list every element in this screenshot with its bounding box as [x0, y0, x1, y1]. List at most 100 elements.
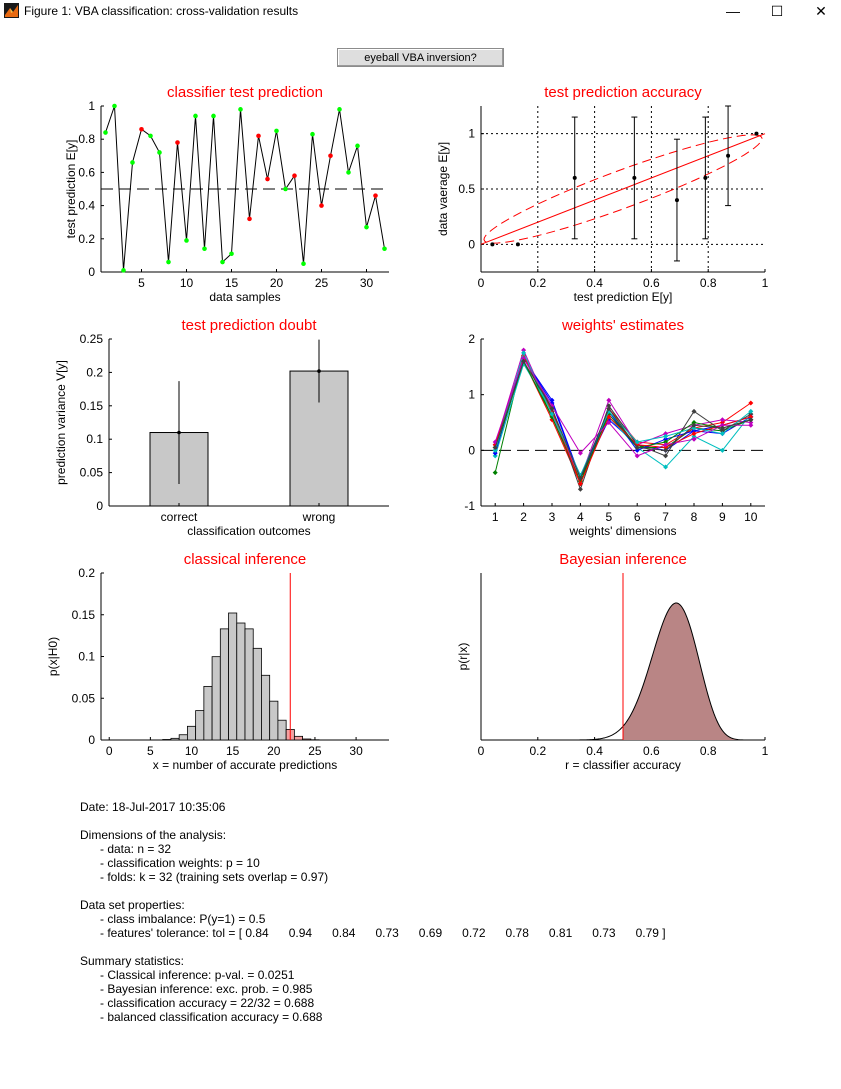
- weights-point: [606, 403, 612, 409]
- report-dataset-heading: Data set properties:: [80, 898, 185, 912]
- weights-point: [748, 408, 754, 414]
- weights-series-line: [494, 359, 751, 483]
- accuracy-ylabel: data vaerage E[y]: [436, 142, 450, 236]
- prediction-point: [112, 103, 117, 109]
- weights-point: [748, 417, 754, 423]
- fit-line: [480, 133, 766, 245]
- classical-x-tick-label: 5: [147, 744, 154, 758]
- bayesian-x-tick-label: 0.2: [529, 744, 546, 758]
- classical-y-tick-label: 0: [88, 733, 95, 747]
- classical-x-tick-label: 25: [308, 744, 322, 758]
- weights-point: [606, 397, 612, 403]
- weights-x-tick-label: 1: [492, 510, 499, 524]
- weights-point: [748, 422, 754, 428]
- posterior-excess-area: [623, 603, 765, 740]
- doubt-mean-point: [317, 369, 321, 373]
- report-tolerance: - features' tolerance: tol = [ 0.84 0.94…: [100, 926, 666, 940]
- report-date: Date: 18-Jul-2017 10:35:06: [80, 800, 226, 814]
- weights-point: [748, 400, 754, 406]
- doubt-title: test prediction doubt: [181, 317, 317, 334]
- classical-ylabel: p(x|H0): [46, 637, 60, 676]
- weights-series-line: [494, 362, 752, 477]
- null-distribution-bar: [261, 674, 271, 741]
- classical-x-tick-label: 10: [185, 744, 199, 758]
- weights-point: [691, 428, 697, 434]
- test-prediction-x-tick-label: 15: [225, 276, 239, 290]
- weights-point: [719, 422, 725, 428]
- classical-x-tick-label: 15: [226, 744, 240, 758]
- weights-x-tick-label: 7: [662, 510, 669, 524]
- test-prediction-y-tick-label: 0.8: [78, 132, 95, 146]
- report-dimensions-heading: Dimensions of the analysis:: [80, 828, 227, 842]
- close-icon[interactable]: ✕: [815, 3, 827, 19]
- accuracy-point: [515, 242, 520, 247]
- test-prediction-title: classifier test prediction: [167, 84, 323, 101]
- weights-point: [663, 447, 669, 453]
- weights-y-tick-label: -1: [464, 499, 475, 513]
- weights-x-tick-label: 4: [577, 510, 584, 524]
- test-prediction-x-tick-label: 25: [315, 276, 329, 290]
- test-prediction-chart: classifier test prediction 5 10 15 20 25 30 0 0.…: [64, 84, 389, 304]
- null-distribution-bar: [211, 656, 221, 741]
- prediction-point: [256, 133, 261, 139]
- prediction-point: [283, 186, 288, 192]
- prediction-point: [265, 176, 270, 182]
- accuracy-point: [572, 175, 577, 180]
- weights-series-line: [494, 357, 751, 457]
- prediction-point: [301, 261, 306, 267]
- null-distribution-bar: [178, 734, 188, 741]
- weights-point: [663, 453, 669, 459]
- test-prediction-y-tick-label: 0.6: [78, 165, 95, 179]
- accuracy-x-tick-label: 0.6: [643, 276, 660, 290]
- prediction-point: [355, 143, 360, 149]
- prediction-point: [247, 216, 252, 222]
- prediction-point: [274, 128, 279, 134]
- weights-x-tick-label: 10: [744, 510, 758, 524]
- prediction-line: [105, 105, 385, 271]
- report-dim-weights: - classification weights: p = 10: [100, 856, 260, 870]
- test-prediction-x-tick-label: 10: [180, 276, 194, 290]
- null-distribution-bar: [162, 739, 172, 741]
- weights-point: [577, 475, 583, 481]
- test-prediction-y-tick-label: 0.4: [78, 199, 95, 213]
- prediction-point: [292, 173, 297, 179]
- prediction-point: [139, 126, 144, 132]
- classical-y-tick-label: 0.1: [78, 650, 95, 664]
- prediction-point: [157, 150, 162, 155]
- weights-point: [719, 425, 725, 431]
- weights-point: [492, 470, 498, 476]
- weights-point: [691, 420, 697, 425]
- accuracy-xlabel: test prediction E[y]: [574, 290, 673, 304]
- prediction-point: [175, 140, 180, 145]
- null-distribution-bar: [252, 647, 262, 741]
- weights-point: [492, 445, 498, 451]
- weights-point: [634, 439, 640, 445]
- test-prediction-x-tick-label: 5: [138, 276, 145, 290]
- bayesian-chart: Bayesian inference 0 0.2 0.4 0.6 0.8 1 r = clas…: [456, 551, 769, 772]
- doubt-xlabel: classification outcomes: [187, 524, 310, 538]
- minimize-icon[interactable]: —: [726, 3, 740, 19]
- prediction-point: [337, 107, 342, 112]
- accuracy-y-tick-label: 0: [468, 237, 475, 251]
- test-prediction-ylabel: test prediction E[y]: [64, 140, 78, 239]
- doubt-y-tick-label: 0.25: [80, 332, 104, 346]
- weights-point: [492, 447, 498, 453]
- weights-x-tick-label: 3: [549, 510, 556, 524]
- null-distribution-bar: [302, 738, 312, 741]
- classical-y-tick-label: 0.15: [72, 608, 96, 622]
- weights-chart: weights' estimates 1 2 3 4 5 6 7 8 9 10 -1 0 1 2 weight…: [464, 317, 765, 538]
- accuracy-point: [726, 153, 731, 158]
- maximize-icon[interactable]: ☐: [770, 3, 784, 19]
- weights-point: [492, 453, 498, 459]
- weights-point: [691, 431, 697, 437]
- classical-x-tick-label: 0: [106, 744, 113, 758]
- eyeball-vba-inversion-button[interactable]: eyeball VBA inversion?: [337, 48, 504, 67]
- classical-xlabel: x = number of accurate predictions: [153, 758, 337, 772]
- weights-point: [748, 414, 754, 420]
- weights-series-line: [494, 360, 751, 480]
- weights-x-tick-label: 9: [719, 510, 726, 524]
- prediction-point: [319, 203, 324, 208]
- weights-point: [521, 347, 527, 353]
- accuracy-x-tick-label: 0.4: [586, 276, 603, 290]
